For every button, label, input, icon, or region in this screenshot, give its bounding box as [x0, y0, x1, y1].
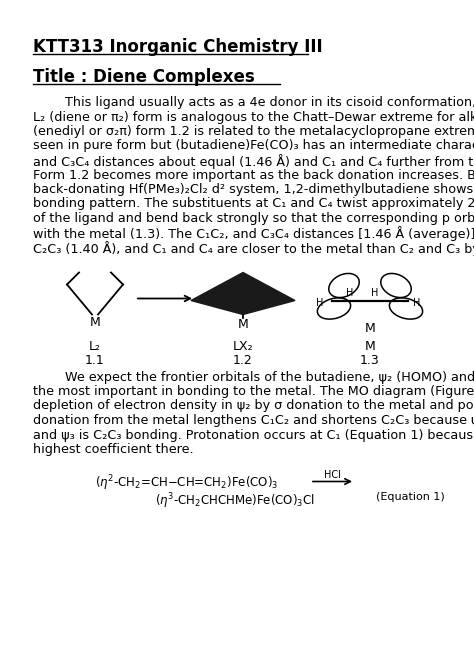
- Text: depletion of electron density in ψ₂ by σ donation to the metal and population of: depletion of electron density in ψ₂ by σ…: [33, 399, 474, 413]
- Text: bonding pattern. The substituents at C₁ and C₄ twist approximately 20°–30° out o: bonding pattern. The substituents at C₁ …: [33, 198, 474, 210]
- Text: H: H: [371, 289, 379, 299]
- Text: LX₂: LX₂: [233, 340, 253, 354]
- Text: Form 1.2 becomes more important as the back donation increases. Bound to the str: Form 1.2 becomes more important as the b…: [33, 168, 474, 182]
- Text: HCl: HCl: [324, 470, 341, 480]
- Text: KTT313 Inorganic Chemistry III: KTT313 Inorganic Chemistry III: [33, 38, 323, 56]
- Text: Title : Diene Complexes: Title : Diene Complexes: [33, 68, 255, 86]
- Text: of the ligand and bend back strongly so that the corresponding p orbitals can ov: of the ligand and bend back strongly so …: [33, 212, 474, 225]
- Text: (Equation 1): (Equation 1): [376, 492, 445, 502]
- Text: M: M: [237, 318, 248, 332]
- Text: H: H: [316, 297, 324, 308]
- Text: M: M: [365, 340, 375, 354]
- Text: ($\eta^3$-CH$_2$CHCHMe)Fe(CO)$_3$Cl: ($\eta^3$-CH$_2$CHCHMe)Fe(CO)$_3$Cl: [155, 492, 315, 511]
- Text: and ψ₃ is C₂C₃ bonding. Protonation occurs at C₁ (Equation 1) because the HOMO, : and ψ₃ is C₂C₃ bonding. Protonation occu…: [33, 429, 474, 442]
- Text: donation from the metal lengthens C₁C₂ and shortens C₂C₃ because ψ₂ is C₁C₂ anti: donation from the metal lengthens C₁C₂ a…: [33, 414, 474, 427]
- Polygon shape: [191, 273, 295, 314]
- Text: M: M: [90, 316, 100, 330]
- Text: H: H: [413, 297, 420, 308]
- Text: 1.2: 1.2: [233, 354, 253, 368]
- Text: This ligand usually acts as a 4e donor in its cisoid conformation, as shown in 1: This ligand usually acts as a 4e donor i…: [33, 96, 474, 109]
- Text: H: H: [346, 289, 354, 299]
- Text: 1.1: 1.1: [85, 354, 105, 368]
- Text: ($\eta^2$-CH$_2$=CH$-$CH=CH$_2$)Fe(CO)$_3$: ($\eta^2$-CH$_2$=CH$-$CH=CH$_2$)Fe(CO)$_…: [95, 474, 278, 493]
- Text: back-donating Hf(PMe₃)₂Cl₂ d² system, 1,2-dimethylbutadiene shows an extreme LX₂: back-donating Hf(PMe₃)₂Cl₂ d² system, 1,…: [33, 183, 474, 196]
- Text: L₂ (diene or π₂) form is analogous to the Chatt–Dewar extreme for alkenes, while: L₂ (diene or π₂) form is analogous to th…: [33, 111, 474, 123]
- Text: C₂C₃ (1.40 Å), and C₁ and C₄ are closer to the metal than C₂ and C₃ by 0.18 Å.: C₂C₃ (1.40 Å), and C₁ and C₄ are closer …: [33, 241, 474, 256]
- Text: We expect the frontier orbitals of the butadiene, ψ₂ (HOMO) and ψ₃ (LUMO), to be: We expect the frontier orbitals of the b…: [33, 371, 474, 383]
- Text: and C₃C₄ distances about equal (1.46 Å) and C₁ and C₄ further from the metal tha: and C₃C₄ distances about equal (1.46 Å) …: [33, 154, 474, 169]
- Text: (enediyl or σ₂π) form 1.2 is related to the metalacyclopropane extreme. The firs: (enediyl or σ₂π) form 1.2 is related to …: [33, 125, 474, 138]
- Text: 1.3: 1.3: [360, 354, 380, 368]
- Text: L₂: L₂: [89, 340, 101, 354]
- Text: highest coefficient there.: highest coefficient there.: [33, 443, 193, 456]
- Text: M: M: [365, 322, 375, 336]
- Text: with the metal (1.3). The C₁C₂, and C₃C₄ distances [1.46 Å (average)] are much l: with the metal (1.3). The C₁C₂, and C₃C₄…: [33, 226, 474, 241]
- Text: seen in pure form but (butadiene)Fe(CO)₃ has an intermediate character, with the: seen in pure form but (butadiene)Fe(CO)₃…: [33, 139, 474, 153]
- Text: the most important in bonding to the metal. The MO diagram (Figure 1) shows that: the most important in bonding to the met…: [33, 385, 474, 398]
